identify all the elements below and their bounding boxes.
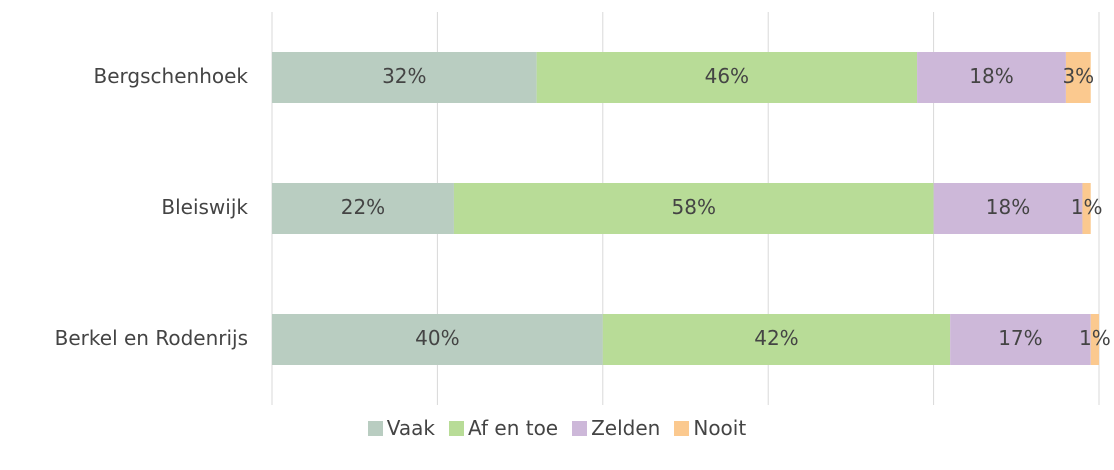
bar-segment <box>917 52 1066 103</box>
bar-segment <box>536 52 918 103</box>
data-label: 40% <box>415 326 459 350</box>
legend-label: Nooit <box>693 416 747 440</box>
data-label: 22% <box>341 195 385 219</box>
legend-item: Af en toe <box>449 416 558 440</box>
legend-swatch <box>367 420 383 436</box>
legend-swatch <box>449 420 465 436</box>
bar-segment <box>272 52 537 103</box>
data-label: 3% <box>1062 64 1094 88</box>
legend-label: Af en toe <box>468 416 559 440</box>
bar-segment <box>453 183 934 234</box>
bar-segment <box>602 314 951 365</box>
legend-swatch <box>572 420 588 436</box>
data-label: 18% <box>969 64 1013 88</box>
y-tick-label: Bleiswijk <box>161 195 248 219</box>
data-label: 42% <box>754 326 798 350</box>
data-label: 58% <box>672 195 716 219</box>
legend-item: Zelden <box>572 416 660 440</box>
bar-segment <box>272 183 454 234</box>
y-tick-label: Berkel en Rodenrijs <box>55 326 248 350</box>
data-label: 17% <box>998 326 1042 350</box>
data-label: 46% <box>705 64 749 88</box>
legend-label: Zelden <box>591 416 661 440</box>
legend-swatch <box>674 420 690 436</box>
data-label: 1% <box>1071 195 1103 219</box>
legend-item: Nooit <box>674 416 746 440</box>
data-label: 1% <box>1079 326 1111 350</box>
plot: Bergschenhoek 32% 46% 18% 3% Bleiswijk 22% 58% 1… <box>55 12 1111 405</box>
legend-label: Vaak <box>386 416 436 440</box>
bar-segment <box>1090 314 1099 365</box>
bar-segment <box>1065 52 1091 103</box>
bar-segment <box>272 314 603 365</box>
bar-segment <box>950 314 1091 365</box>
y-tick-label: Bergschenhoek <box>94 64 249 88</box>
bar-segment <box>933 183 1083 234</box>
bar-segment <box>1082 183 1091 234</box>
data-label: 32% <box>382 64 426 88</box>
data-label: 18% <box>986 195 1030 219</box>
legend: Vaak Af en toe Zelden Nooit <box>0 416 1114 440</box>
legend-item: Vaak <box>367 416 436 440</box>
